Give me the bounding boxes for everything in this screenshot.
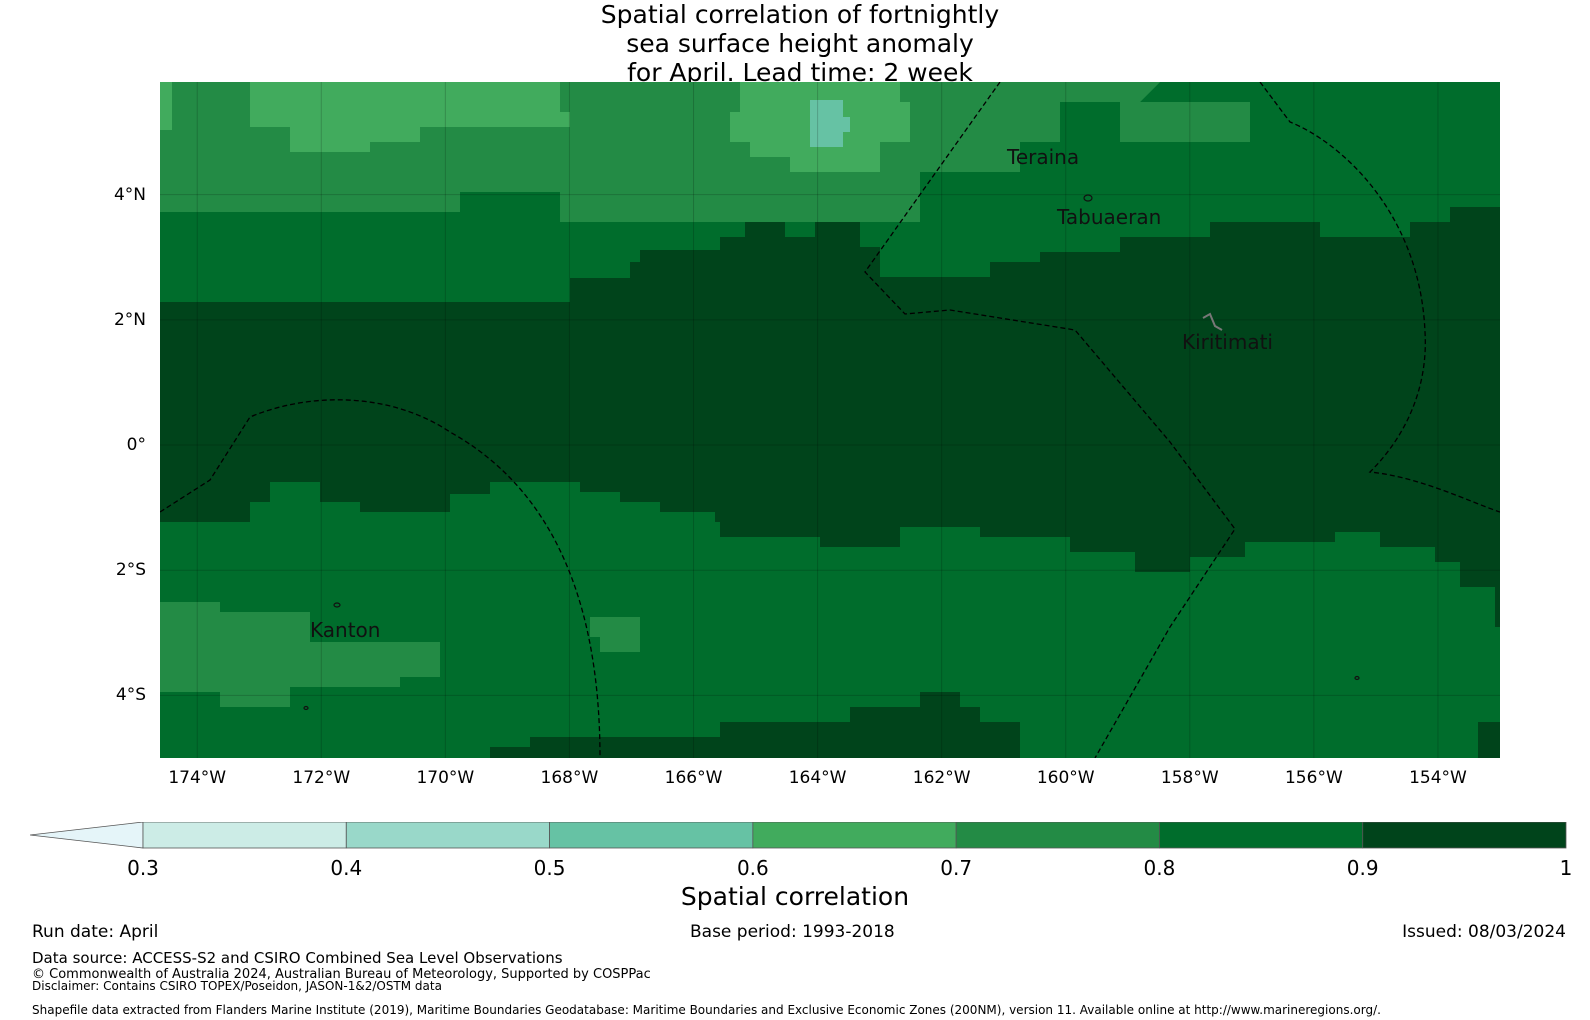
y-tick-label: 2°N <box>113 309 146 330</box>
colorbar-tick-label: 1 <box>1559 856 1573 880</box>
band-05-06 <box>810 100 850 147</box>
colorbar-tick-label: 0.6 <box>736 856 769 880</box>
colorbar-segment-1 <box>345 821 550 849</box>
gridlines <box>160 82 1500 758</box>
eez-arc-kanton <box>160 399 601 758</box>
x-tick-label: 168°W <box>540 768 599 788</box>
base-period: Base period: 1993-2018 <box>690 922 895 942</box>
band-07-08-sw <box>160 602 440 707</box>
data-source: Data source: ACCESS-S2 and CSIRO Combine… <box>32 949 563 967</box>
title-line-2: sea surface height anomaly <box>626 29 974 58</box>
eez-arc-kiritimati <box>1259 82 1500 513</box>
colorbar-segment-2 <box>549 821 754 849</box>
place-label-teraina: Teraina <box>1007 145 1080 169</box>
y-tick-label: 4°S <box>115 685 146 706</box>
band-07-08-northeast <box>1060 82 1160 102</box>
colorbar <box>29 821 1570 852</box>
band-06-07-edge <box>160 82 172 130</box>
colorbar-segment-0 <box>142 821 347 849</box>
x-tick-label: 166°W <box>664 768 723 788</box>
island-kanton <box>333 602 341 608</box>
copyright: © Commonwealth of Australia 2024, Austra… <box>32 967 651 982</box>
colorbar-tick-label: 0.7 <box>940 856 973 880</box>
title-line-1: Spatial correlation of fortnightly <box>600 0 1000 29</box>
x-tick-label: 162°W <box>912 768 971 788</box>
correlation-map[interactable] <box>160 82 1500 758</box>
island-small-sw <box>303 705 309 711</box>
band-09-10-south <box>490 692 1020 758</box>
colorbar-tick-label: 0.3 <box>127 856 159 880</box>
eez-boundaries <box>160 82 1500 758</box>
band-09-10-se <box>1478 722 1500 758</box>
island-teraina <box>1354 675 1360 681</box>
colorbar-segment-6 <box>1362 821 1567 849</box>
island-tabuaeran <box>1083 194 1093 202</box>
y-tick-label: 4°N <box>113 184 146 205</box>
colorbar-extend-arrow <box>29 821 144 849</box>
band-09-10 <box>160 207 1500 627</box>
islands <box>303 194 1360 711</box>
issued-date: Issued: 08/03/2024 <box>1402 922 1566 942</box>
colorbar-label: Spatial correlation <box>680 882 910 911</box>
colorbar-tick-label: 0.4 <box>330 856 363 880</box>
run-date: Run date: April <box>32 922 159 942</box>
colorbar-tick-label: 0.9 <box>1346 856 1379 880</box>
colorbar-segment-3 <box>752 821 957 849</box>
x-tick-label: 164°W <box>788 768 847 788</box>
x-tick-label: 174°W <box>168 768 227 788</box>
x-tick-label: 158°W <box>1160 768 1219 788</box>
y-tick-label: 2°S <box>115 560 146 581</box>
disclaimer: Disclaimer: Contains CSIRO TOPEX/Poseido… <box>32 979 442 993</box>
x-tick-label: 160°W <box>1036 768 1095 788</box>
band-07-08-right-top <box>1120 102 1250 142</box>
colorbar-segment-5 <box>1159 821 1364 849</box>
place-label-kanton: Kanton <box>310 618 381 642</box>
x-tick-label: 170°W <box>416 768 475 788</box>
x-tick-label: 172°W <box>292 768 351 788</box>
place-label-tabuaeran: Tabuaeran <box>1057 205 1162 229</box>
band-06-07-nw <box>250 82 570 152</box>
place-label-kiritimati: Kiritimati <box>1182 330 1273 354</box>
x-tick-label: 154°W <box>1409 768 1467 788</box>
colorbar-tick-label: 0.5 <box>533 856 566 880</box>
x-tick-label: 156°W <box>1284 768 1343 788</box>
colorbar-tick-label: 0.8 <box>1143 856 1176 880</box>
band-07-08-s-small <box>590 617 640 652</box>
y-tick-label: 0° <box>126 435 146 456</box>
shapefile-credit: Shapefile data extracted from Flanders M… <box>32 1003 1381 1017</box>
eez-line-ne <box>864 82 1236 758</box>
island-kiritimati <box>1202 312 1223 331</box>
colorbar-segment-4 <box>955 821 1160 849</box>
map-title: Spatial correlation of fortnightly sea s… <box>540 0 1060 87</box>
